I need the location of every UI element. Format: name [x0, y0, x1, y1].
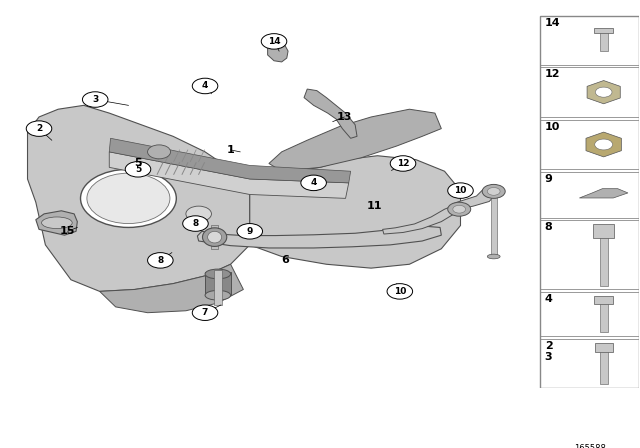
Circle shape: [87, 173, 170, 224]
FancyBboxPatch shape: [540, 392, 639, 437]
Circle shape: [81, 169, 176, 228]
Text: 9: 9: [545, 174, 553, 184]
Circle shape: [448, 202, 470, 216]
Circle shape: [192, 305, 218, 320]
FancyBboxPatch shape: [595, 343, 612, 352]
Polygon shape: [453, 188, 495, 209]
Ellipse shape: [42, 217, 72, 228]
Circle shape: [237, 224, 262, 239]
FancyBboxPatch shape: [593, 224, 614, 238]
FancyBboxPatch shape: [540, 67, 639, 117]
Text: 8: 8: [157, 256, 163, 265]
FancyBboxPatch shape: [594, 296, 613, 304]
Polygon shape: [197, 226, 442, 248]
Polygon shape: [304, 89, 357, 138]
Circle shape: [182, 216, 208, 231]
Text: 10: 10: [545, 121, 560, 132]
Text: 8: 8: [545, 222, 552, 233]
Text: 4: 4: [310, 178, 317, 187]
FancyBboxPatch shape: [205, 272, 230, 295]
Text: 4: 4: [545, 294, 553, 304]
Circle shape: [387, 284, 413, 299]
Polygon shape: [100, 264, 243, 313]
Text: 8: 8: [193, 219, 198, 228]
Polygon shape: [383, 205, 460, 234]
Text: 6: 6: [281, 255, 289, 265]
Text: 5: 5: [134, 159, 142, 168]
Text: 12: 12: [397, 159, 409, 168]
Text: 11: 11: [367, 201, 382, 211]
Circle shape: [448, 183, 473, 198]
Ellipse shape: [205, 290, 230, 300]
Circle shape: [595, 139, 612, 150]
FancyBboxPatch shape: [540, 220, 639, 289]
Text: 14: 14: [268, 37, 280, 46]
Text: 12: 12: [545, 69, 560, 79]
Circle shape: [482, 185, 505, 198]
Text: 9: 9: [246, 227, 253, 236]
Polygon shape: [586, 132, 621, 157]
Polygon shape: [268, 41, 288, 62]
Text: 3: 3: [92, 95, 99, 104]
Circle shape: [595, 87, 612, 97]
Polygon shape: [28, 105, 250, 291]
Polygon shape: [109, 152, 349, 198]
Circle shape: [453, 205, 466, 213]
Text: 15: 15: [60, 226, 76, 236]
Circle shape: [192, 78, 218, 94]
Polygon shape: [579, 189, 628, 198]
Text: 5: 5: [135, 165, 141, 174]
FancyBboxPatch shape: [600, 304, 607, 332]
Circle shape: [261, 34, 287, 49]
Circle shape: [148, 145, 171, 159]
Circle shape: [148, 253, 173, 268]
Polygon shape: [587, 81, 620, 104]
Circle shape: [390, 156, 416, 171]
Text: 1: 1: [227, 145, 234, 155]
FancyBboxPatch shape: [214, 270, 221, 305]
Circle shape: [301, 175, 326, 190]
Circle shape: [125, 162, 151, 177]
Polygon shape: [553, 404, 640, 424]
Text: 7: 7: [202, 308, 208, 317]
Text: 10: 10: [394, 287, 406, 296]
Text: 4: 4: [202, 82, 208, 90]
Ellipse shape: [205, 269, 230, 279]
Circle shape: [83, 92, 108, 107]
FancyBboxPatch shape: [594, 28, 613, 33]
FancyBboxPatch shape: [540, 16, 639, 65]
Text: 2
3: 2 3: [545, 340, 552, 362]
FancyBboxPatch shape: [540, 292, 639, 336]
Polygon shape: [573, 420, 640, 424]
FancyBboxPatch shape: [600, 352, 607, 384]
Ellipse shape: [207, 231, 221, 243]
Text: 13: 13: [337, 112, 352, 122]
Polygon shape: [250, 156, 461, 268]
Text: 2: 2: [36, 124, 42, 133]
FancyBboxPatch shape: [540, 120, 639, 169]
Polygon shape: [36, 211, 77, 235]
Text: 165588: 165588: [574, 444, 605, 448]
Text: 14: 14: [545, 18, 561, 28]
FancyBboxPatch shape: [490, 193, 497, 257]
FancyBboxPatch shape: [540, 172, 639, 218]
FancyBboxPatch shape: [600, 238, 608, 285]
Circle shape: [26, 121, 52, 136]
FancyBboxPatch shape: [600, 33, 607, 51]
FancyBboxPatch shape: [540, 339, 639, 388]
Polygon shape: [109, 138, 351, 183]
FancyBboxPatch shape: [211, 225, 218, 249]
Polygon shape: [269, 109, 442, 171]
Circle shape: [487, 188, 500, 195]
Text: 10: 10: [454, 186, 467, 195]
Circle shape: [186, 206, 211, 222]
Ellipse shape: [487, 254, 500, 259]
Ellipse shape: [202, 228, 227, 246]
